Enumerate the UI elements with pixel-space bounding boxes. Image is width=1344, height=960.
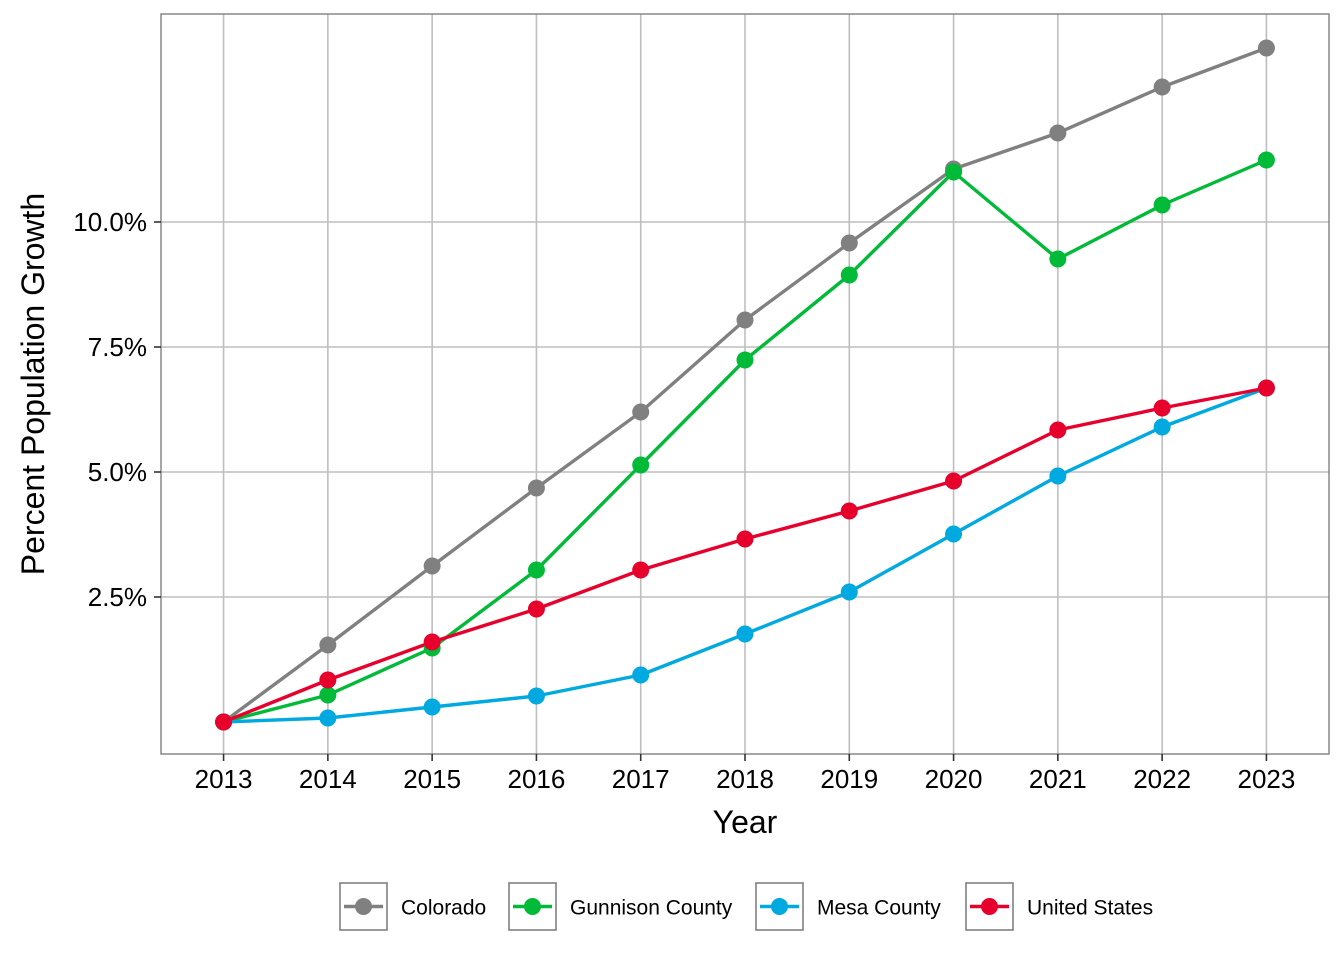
x-gridlines: [222, 14, 1268, 754]
x-tick-label: 2013: [195, 764, 253, 794]
data-point-mesa-county-2018: [736, 625, 754, 643]
legend-label: Gunnison County: [570, 897, 733, 920]
data-point-united-states-2015: [423, 633, 441, 651]
legend-label: Colorado: [401, 897, 486, 920]
x-tick-label: 2021: [1029, 764, 1087, 794]
data-point-colorado-2017: [632, 403, 650, 421]
x-axis-title: Year: [713, 804, 778, 840]
data-point-mesa-county-2014: [319, 709, 337, 727]
y-gridlines: [161, 221, 1329, 598]
y-tick-label: 5.0%: [88, 457, 147, 487]
data-point-united-states-2019: [840, 502, 858, 520]
data-point-gunnison-county-2019: [840, 266, 858, 284]
x-tick-label: 2015: [403, 764, 461, 794]
data-point-united-states-2018: [736, 530, 754, 548]
data-point-gunnison-county-2021: [1049, 250, 1067, 268]
legend-key-point: [355, 898, 372, 915]
data-point-united-states-2023: [1257, 379, 1275, 397]
legend-item-mesa-county: Mesa County: [755, 882, 941, 931]
data-point-mesa-county-2016: [527, 687, 545, 705]
data-point-mesa-county-2022: [1153, 418, 1171, 436]
data-point-mesa-county-2021: [1049, 467, 1067, 485]
data-point-united-states-2022: [1153, 399, 1171, 417]
legend-item-united-states: United States: [965, 882, 1153, 931]
data-point-united-states-2013: [215, 713, 233, 731]
data-point-gunnison-county-2018: [736, 351, 754, 369]
data-point-gunnison-county-2022: [1153, 196, 1171, 214]
data-point-colorado-2015: [423, 557, 441, 575]
data-point-colorado-2019: [840, 234, 858, 252]
legend-label: United States: [1027, 897, 1153, 920]
legend: Colorado Gunnison County Mesa County United…: [339, 882, 1153, 931]
x-axis-ticks: 2013 2014 2015 2016 2017 2018 2019 2020 2021 2022…: [195, 754, 1296, 794]
y-tick-label: 2.5%: [88, 582, 147, 612]
data-point-colorado-2022: [1153, 78, 1171, 96]
data-point-colorado-2021: [1049, 124, 1067, 142]
x-tick-label: 2022: [1133, 764, 1191, 794]
data-point-gunnison-county-2020: [945, 163, 963, 181]
x-tick-label: 2017: [612, 764, 670, 794]
data-point-mesa-county-2019: [840, 583, 858, 601]
data-point-united-states-2017: [632, 561, 650, 579]
data-point-united-states-2021: [1049, 421, 1067, 439]
legend-key-point: [524, 898, 541, 915]
data-point-colorado-2018: [736, 311, 754, 329]
data-point-united-states-2020: [945, 472, 963, 490]
series-points: [215, 39, 1275, 731]
x-tick-label: 2023: [1238, 764, 1296, 794]
x-tick-label: 2018: [716, 764, 774, 794]
data-point-united-states-2016: [527, 600, 545, 618]
y-axis-title: Percent Population Growth: [15, 193, 51, 575]
data-point-gunnison-county-2014: [319, 686, 337, 704]
y-tick-label: 10.0%: [73, 207, 147, 237]
series-points-united-states: [215, 379, 1275, 731]
data-point-colorado-2016: [527, 479, 545, 497]
data-point-united-states-2014: [319, 671, 337, 689]
legend-item-gunnison-county: Gunnison County: [508, 882, 733, 931]
x-tick-label: 2016: [508, 764, 566, 794]
data-point-gunnison-county-2023: [1257, 151, 1275, 169]
data-point-mesa-county-2020: [945, 525, 963, 543]
y-tick-label: 7.5%: [88, 332, 147, 362]
data-point-gunnison-county-2017: [632, 456, 650, 474]
data-point-mesa-county-2015: [423, 698, 441, 716]
x-tick-label: 2014: [299, 764, 357, 794]
legend-key-point: [981, 898, 998, 915]
legend-item-colorado: Colorado: [339, 882, 486, 931]
legend-label: Mesa County: [817, 897, 941, 920]
x-tick-label: 2020: [925, 764, 983, 794]
data-point-colorado-2023: [1257, 39, 1275, 57]
legend-key-point: [771, 898, 788, 915]
y-axis-ticks: 2.5% 5.0% 7.5% 10.0%: [73, 207, 161, 612]
x-tick-label: 2019: [820, 764, 878, 794]
data-point-mesa-county-2017: [632, 666, 650, 684]
data-point-gunnison-county-2016: [527, 561, 545, 579]
data-point-colorado-2014: [319, 636, 337, 654]
